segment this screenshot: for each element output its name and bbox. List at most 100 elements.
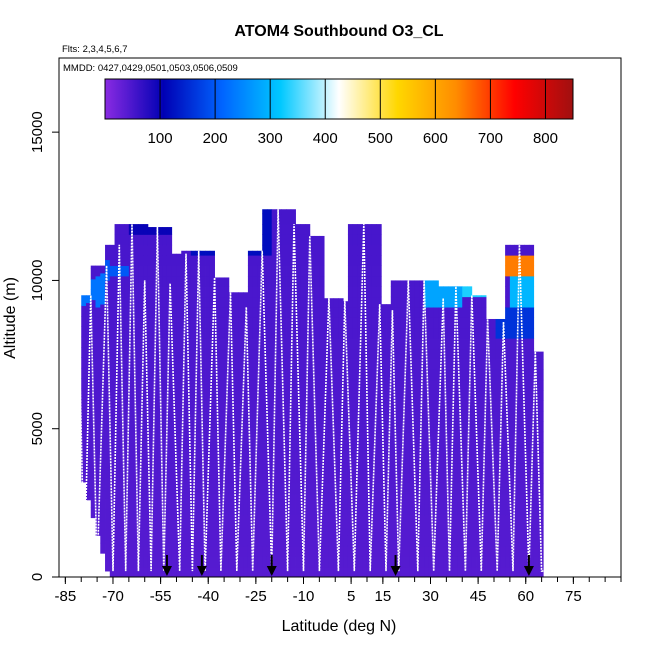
ozone-cell	[347, 379, 354, 391]
ozone-cell	[481, 369, 487, 381]
ozone-cell	[176, 255, 182, 266]
ozone-cell	[105, 498, 111, 510]
ozone-cell	[271, 317, 277, 329]
ozone-cell	[371, 545, 377, 557]
ozone-cell	[238, 545, 244, 557]
ozone-cell	[295, 234, 301, 246]
ozone-cell	[352, 286, 358, 298]
ozone-cell	[447, 317, 454, 329]
ozone-cell	[143, 410, 149, 422]
ozone-cell	[347, 234, 354, 246]
ozone-cell	[252, 317, 258, 329]
ozone-cell	[514, 504, 520, 516]
ozone-cell	[133, 244, 139, 256]
ozone-cell	[305, 244, 311, 256]
ozone-cell	[195, 442, 201, 453]
ozone-cell	[266, 317, 273, 329]
ozone-cell	[290, 514, 296, 526]
ozone-cell	[357, 483, 363, 495]
ozone-cell	[319, 307, 325, 318]
ozone-cell	[428, 514, 435, 526]
ozone-cell	[486, 369, 492, 381]
ozone-cell	[305, 275, 311, 287]
ozone-cell	[228, 493, 235, 505]
ozone-cell	[400, 566, 406, 577]
ozone-cell	[443, 307, 449, 318]
ozone-cell	[271, 286, 277, 298]
ozone-cell	[152, 275, 158, 287]
ozone-cell	[366, 566, 373, 577]
ozone-cell	[128, 275, 135, 287]
ozone-cell	[366, 369, 373, 381]
ozone-cell	[81, 316, 87, 327]
ozone-cell	[519, 431, 525, 443]
ozone-cell	[371, 265, 377, 277]
ozone-cell	[357, 525, 363, 536]
ozone-cell	[324, 504, 330, 516]
ozone-cell	[276, 493, 282, 505]
ozone-cell	[514, 556, 520, 568]
ozone-cell	[514, 338, 520, 350]
ozone-cell	[157, 410, 163, 422]
ozone-cell	[524, 338, 530, 350]
ozone-cell	[81, 409, 87, 421]
ozone-cell	[171, 493, 177, 505]
ozone-cell	[457, 545, 463, 557]
ozone-cell	[338, 359, 344, 370]
ozone-cell	[395, 493, 401, 505]
ozone-cell	[471, 535, 477, 547]
ozone-cell	[343, 504, 349, 516]
ozone-cell	[238, 292, 244, 298]
ozone-cell	[343, 301, 349, 308]
ozone-cell	[209, 317, 215, 329]
ozone-cell	[362, 286, 368, 298]
arrow-head	[161, 566, 172, 576]
ozone-cell	[133, 224, 139, 235]
ozone-cell	[333, 379, 339, 391]
ozone-cell	[233, 292, 239, 298]
ozone-cell	[200, 317, 206, 329]
ozone-cell	[376, 359, 382, 370]
ozone-cell	[343, 556, 349, 568]
ozone-cell	[190, 307, 196, 318]
ozone-cell	[447, 348, 454, 360]
ozone-cell	[152, 504, 158, 516]
ozone-cell	[443, 348, 449, 360]
ozone-cell	[233, 431, 239, 443]
ozone-cell	[162, 473, 168, 484]
ozone-cell	[90, 507, 96, 519]
ozone-cell	[90, 278, 96, 290]
ozone-cell	[462, 369, 468, 381]
ozone-cell	[343, 462, 349, 474]
ozone-cell	[100, 522, 106, 533]
ozone-cell	[395, 483, 401, 495]
ozone-cell	[405, 473, 411, 484]
ozone-cell	[324, 483, 330, 495]
ozone-cell	[209, 421, 215, 433]
ozone-cell	[162, 390, 168, 401]
ozone-cell	[276, 296, 282, 308]
ozone-cell	[295, 452, 301, 464]
ozone-cell	[376, 473, 382, 484]
ozone-cell	[257, 400, 263, 412]
ozone-cell	[414, 280, 420, 287]
ozone-cell	[181, 421, 187, 433]
ozone-cell	[481, 400, 487, 412]
ozone-cell	[433, 379, 439, 391]
ozone-cell	[119, 265, 125, 277]
ozone-cell	[476, 556, 482, 568]
ozone-cell	[124, 452, 130, 464]
ozone-cell	[114, 473, 120, 484]
ozone-cell	[290, 442, 296, 453]
ozone-cell	[128, 431, 135, 443]
ozone-cell	[471, 556, 477, 568]
ozone-cell	[190, 504, 196, 516]
ozone-cell	[343, 400, 349, 412]
ozone-cell	[428, 556, 435, 568]
ozone-cell	[205, 493, 211, 505]
ozone-cell	[409, 473, 416, 484]
ozone-cell	[247, 400, 254, 412]
ozone-cell	[109, 493, 115, 505]
ozone-cell	[519, 410, 525, 422]
ozone-cell	[438, 556, 444, 568]
